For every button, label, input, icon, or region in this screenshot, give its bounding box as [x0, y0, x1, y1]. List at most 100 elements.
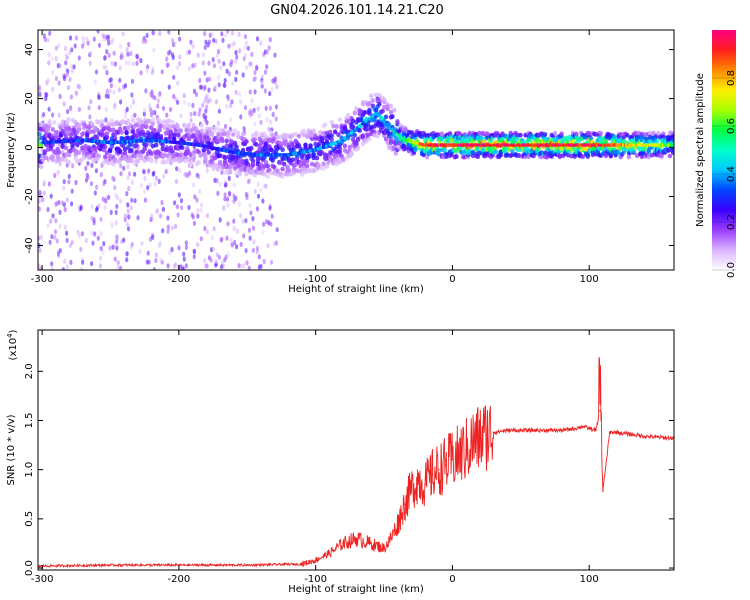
spectrogram-cell [226, 96, 231, 102]
spectrogram-cell [369, 93, 374, 98]
spectrogram-cell [192, 220, 197, 226]
spectrogram-cell [150, 143, 156, 149]
spectrogram-cell [306, 128, 311, 134]
spectrogram-cell [332, 154, 338, 160]
spectrogram-cell [250, 97, 254, 104]
spectrogram-cell [152, 47, 156, 53]
spectrogram-cell [89, 51, 93, 57]
spectrogram-cell [38, 91, 42, 97]
spectrogram-cell [319, 137, 325, 143]
spectrogram-cell [270, 86, 274, 92]
spectrogram-cell [96, 153, 101, 159]
spectrogram-cell [648, 130, 653, 136]
spectrogram-cell [126, 208, 130, 214]
spectrogram-cell [130, 78, 135, 84]
spectrogram-cell [161, 105, 166, 111]
spectrogram-cell [274, 104, 278, 110]
spectrogram-cell [268, 205, 272, 211]
spectrogram-cell [201, 147, 206, 153]
spectrogram-cell [69, 259, 73, 265]
spectrogram-cell [336, 132, 341, 138]
spectrogram-cell [259, 119, 263, 125]
spectrogram-cell [53, 229, 58, 235]
spectrogram-cell [177, 245, 181, 251]
spectrogram-cell [254, 132, 259, 138]
spectrogram-cell [69, 94, 73, 100]
spectrogram-cell [303, 169, 308, 175]
spectrogram-cell [239, 241, 243, 247]
spectrogram-cell [57, 199, 61, 206]
spectrogram-cell [50, 154, 55, 159]
spectrogram-cell [147, 168, 151, 174]
spectrogram-cell [255, 157, 261, 162]
spectrogram-cell [671, 150, 674, 155]
spectrogram-cell [112, 158, 118, 164]
spectrogram-cell [77, 106, 81, 113]
spectrogram-cell [255, 161, 261, 167]
spectrogram-cell [183, 158, 188, 164]
snr-data-point [246, 564, 249, 566]
spectrogram-cell [168, 124, 174, 129]
spectrogram-cell [480, 130, 485, 136]
spectrogram-cell [67, 173, 71, 180]
spectrogram-cell [118, 65, 122, 71]
spectrogram-cell [229, 143, 234, 148]
spectrogram-cell [261, 198, 265, 204]
spectrogram-cell [225, 235, 229, 241]
colorbar-tick-label: 0.6 [726, 118, 737, 134]
colorbar-title: Normalized spectral amplitude [695, 73, 706, 227]
spectrogram-cell [160, 199, 164, 206]
spectrogram-cell [524, 145, 530, 151]
spectrogram-cell [192, 254, 196, 260]
spectrogram-cell [219, 264, 224, 270]
spectrogram-cell [222, 169, 228, 175]
spectrogram-y-tick-label: 0 [24, 144, 35, 150]
spectrogram-cell [122, 125, 128, 131]
spectrogram-cell [139, 155, 144, 161]
spectrogram-cell [167, 30, 171, 35]
spectrogram-cell [350, 118, 356, 124]
spectrogram-cell [218, 217, 222, 223]
spectrogram-cell [201, 60, 205, 66]
snr-data-point [533, 429, 536, 432]
spectrogram-cell [341, 156, 346, 162]
spectrogram-cell [203, 257, 207, 264]
spectrogram-cell [50, 261, 54, 267]
spectrogram-cell [272, 164, 277, 170]
spectrogram-cell [61, 267, 65, 270]
spectrogram-cell [102, 64, 106, 70]
spectrogram-cell [237, 91, 242, 97]
snr-plot-area [38, 330, 674, 570]
spectrogram-cell [634, 153, 640, 159]
spectrogram-cell [135, 158, 141, 164]
spectrogram-cell [446, 139, 451, 145]
spectrogram-cell [175, 166, 179, 172]
spectrogram-cell [110, 60, 114, 66]
spectrogram-cell [223, 257, 227, 263]
spectrogram-cell [365, 126, 371, 132]
spectrogram-cell [48, 239, 52, 245]
spectrogram-cell [99, 245, 103, 252]
spectrogram-cell [222, 205, 226, 211]
spectrogram-cell [229, 62, 233, 68]
spectrogram-cell [111, 37, 115, 43]
spectrogram-cell [265, 174, 270, 179]
spectrogram-cell [65, 131, 70, 137]
spectrogram-cell [156, 103, 160, 109]
spectrogram-cell [164, 168, 168, 175]
spectrogram-cell [552, 131, 558, 136]
spectrogram-cell [114, 220, 118, 226]
spectrogram-cell [241, 218, 245, 224]
spectrogram-cell [334, 124, 339, 129]
spectrogram-cell [396, 140, 402, 146]
spectrogram-cell [65, 230, 69, 236]
spectrogram-cell [107, 52, 111, 58]
snr-data-point [403, 503, 406, 505]
spectrogram-cell [94, 69, 99, 75]
spectrogram-cell [192, 88, 197, 94]
spectrogram-cell [136, 215, 140, 221]
spectrogram-cell [104, 135, 110, 140]
spectrogram-cell [165, 62, 169, 68]
spectrogram-cell [245, 260, 249, 266]
spectrogram-cell [144, 142, 149, 148]
